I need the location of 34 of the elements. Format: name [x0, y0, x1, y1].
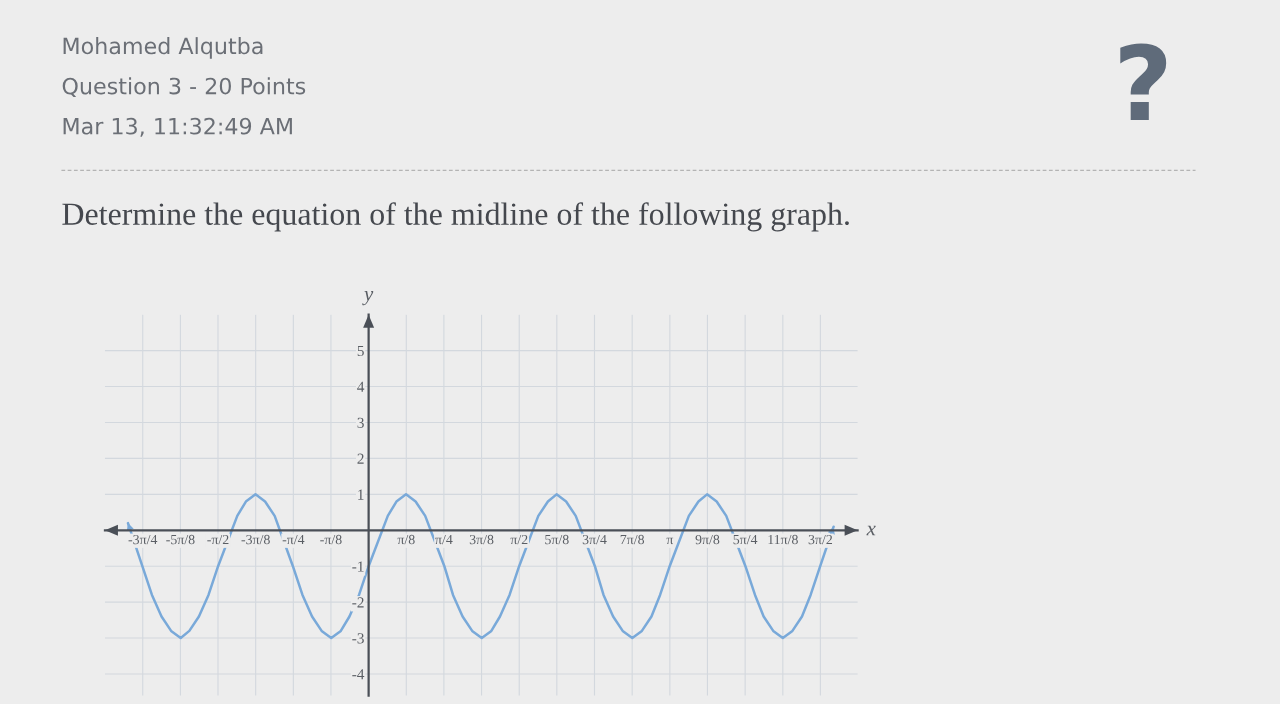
- y-tick-label: -3: [352, 633, 364, 644]
- x-tick-label: 3π/4: [582, 534, 607, 545]
- text: Mar 13, 11:32:49 AM: [63, 117, 292, 137]
- x-axis-title: x: [866, 525, 876, 536]
- x-tick-label: -3π/4: [128, 534, 158, 545]
- x-tick-label: -π/2: [207, 534, 229, 545]
- x-tick-label: 9π/8: [695, 534, 720, 545]
- y-tick-label: 2: [357, 453, 364, 464]
- y-axis-title: y: [362, 291, 374, 306]
- x-tick-label: π/2: [510, 534, 528, 545]
- text: Question 3 - 20 Points: [62, 77, 306, 97]
- x-tick-label: -5π/8: [166, 534, 195, 545]
- text: Mohamed Alqutba: [63, 37, 263, 59]
- x-tick-label: 7π/8: [620, 534, 645, 545]
- text: ?: [1120, 43, 1167, 120]
- x-tick-label: -π/4: [282, 534, 305, 545]
- x-tick-label: π/4: [435, 534, 453, 545]
- x-tick-label: -π/8: [320, 534, 342, 545]
- x-tick-label: 3π/8: [469, 534, 494, 545]
- y-tick-label: 5: [357, 345, 364, 357]
- y-tick-label: 1: [358, 489, 364, 500]
- x-tick-label: 5π/8: [545, 534, 569, 545]
- text: Determine the equation of the midline of the following graph.: [62, 202, 849, 232]
- x-tick-label: 5π/4: [733, 534, 758, 545]
- y-tick-label: -1: [352, 561, 364, 572]
- x-tick-label: π/8: [397, 534, 415, 545]
- y-tick-label: 3: [357, 417, 364, 428]
- x-tick-label: -3π/8: [241, 534, 270, 545]
- x-tick-label: 3π/2: [808, 534, 833, 545]
- y-tick-label: -2: [352, 597, 364, 608]
- x-tick-label: 11π/8: [768, 534, 798, 545]
- y-tick-label: 4: [357, 381, 365, 392]
- x-tick-label: π: [666, 537, 674, 545]
- y-tick-label: -4: [352, 669, 365, 680]
